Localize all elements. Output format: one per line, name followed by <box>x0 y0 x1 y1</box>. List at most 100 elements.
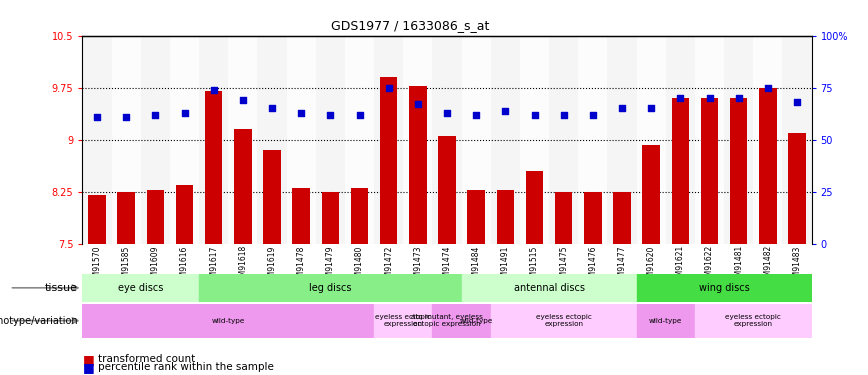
Bar <box>345 36 374 244</box>
Bar <box>82 274 199 302</box>
Point <box>411 101 424 107</box>
Bar <box>760 88 777 244</box>
Bar <box>496 190 514 244</box>
Bar <box>614 192 631 244</box>
Text: wild-type: wild-type <box>649 318 682 324</box>
Bar <box>636 274 812 302</box>
Bar <box>462 274 636 302</box>
Text: wild-type: wild-type <box>212 318 245 324</box>
Point <box>732 95 746 101</box>
Bar <box>730 98 747 244</box>
Text: ato mutant, eyeless
ectopic expression: ato mutant, eyeless ectopic expression <box>411 314 483 327</box>
Point <box>119 114 133 120</box>
Bar <box>199 36 228 244</box>
Point <box>702 95 716 101</box>
Bar <box>286 36 316 244</box>
Bar <box>549 36 578 244</box>
Bar <box>404 36 432 244</box>
Text: ■: ■ <box>82 353 95 366</box>
Bar <box>753 36 782 244</box>
Point <box>674 95 687 101</box>
Bar <box>374 36 404 244</box>
Bar <box>82 36 112 244</box>
Bar <box>642 145 660 244</box>
Bar <box>234 129 252 244</box>
Point <box>644 105 658 111</box>
Bar <box>293 188 310 244</box>
Bar <box>205 91 222 244</box>
Bar <box>490 304 636 338</box>
Point <box>236 97 250 103</box>
Point <box>382 85 396 91</box>
Bar <box>263 150 280 244</box>
Bar <box>462 304 490 338</box>
Bar <box>666 36 695 244</box>
Bar <box>432 304 462 338</box>
Bar <box>520 36 549 244</box>
Point <box>790 99 804 105</box>
Text: antennal discs: antennal discs <box>514 283 584 293</box>
Bar <box>788 133 806 244</box>
Bar <box>724 36 753 244</box>
Bar <box>578 36 608 244</box>
Bar <box>117 192 135 244</box>
Point <box>470 112 483 118</box>
Bar <box>636 304 695 338</box>
Bar <box>82 304 374 338</box>
Point <box>352 112 366 118</box>
Bar <box>584 192 602 244</box>
Text: tissue: tissue <box>45 283 78 293</box>
Text: leg discs: leg discs <box>309 283 352 293</box>
Text: ■: ■ <box>82 361 95 374</box>
Title: GDS1977 / 1633086_s_at: GDS1977 / 1633086_s_at <box>332 19 490 32</box>
Point <box>615 105 629 111</box>
Bar <box>374 304 432 338</box>
Point <box>556 112 570 118</box>
Bar <box>490 36 520 244</box>
Bar <box>695 36 724 244</box>
Bar <box>438 136 456 244</box>
Bar <box>380 77 398 244</box>
Point <box>90 114 104 120</box>
Point <box>528 112 542 118</box>
Text: eyeless ectopic
expression: eyeless ectopic expression <box>536 314 592 327</box>
Bar <box>672 98 689 244</box>
Bar <box>351 188 368 244</box>
Point <box>586 112 600 118</box>
Text: percentile rank within the sample: percentile rank within the sample <box>98 363 274 372</box>
Bar <box>228 36 258 244</box>
Bar <box>636 36 666 244</box>
Bar <box>89 195 106 244</box>
Text: wing discs: wing discs <box>699 283 749 293</box>
Bar <box>147 190 164 244</box>
Point <box>498 108 512 114</box>
Text: transformed count: transformed count <box>98 354 195 364</box>
Bar <box>322 192 339 244</box>
Point <box>207 87 220 93</box>
Bar <box>176 185 194 244</box>
Text: genotype/variation: genotype/variation <box>0 316 78 326</box>
Bar <box>700 98 718 244</box>
Bar <box>432 36 462 244</box>
Bar <box>608 36 636 244</box>
Point <box>324 112 338 118</box>
Point <box>761 85 775 91</box>
Point <box>294 110 308 116</box>
Bar <box>141 36 170 244</box>
Point <box>178 110 192 116</box>
Point <box>265 105 279 111</box>
Point <box>440 110 454 116</box>
Text: eyeless ectopic
expression: eyeless ectopic expression <box>375 314 431 327</box>
Bar <box>462 36 490 244</box>
Bar <box>468 190 485 244</box>
Bar <box>526 171 543 244</box>
Point <box>148 112 162 118</box>
Text: eyeless ectopic
expression: eyeless ectopic expression <box>726 314 781 327</box>
Bar <box>409 86 426 244</box>
Bar <box>695 304 812 338</box>
Bar <box>199 274 462 302</box>
Bar <box>316 36 345 244</box>
Bar <box>258 36 286 244</box>
Text: wild-type: wild-type <box>459 318 493 324</box>
Bar <box>112 36 141 244</box>
